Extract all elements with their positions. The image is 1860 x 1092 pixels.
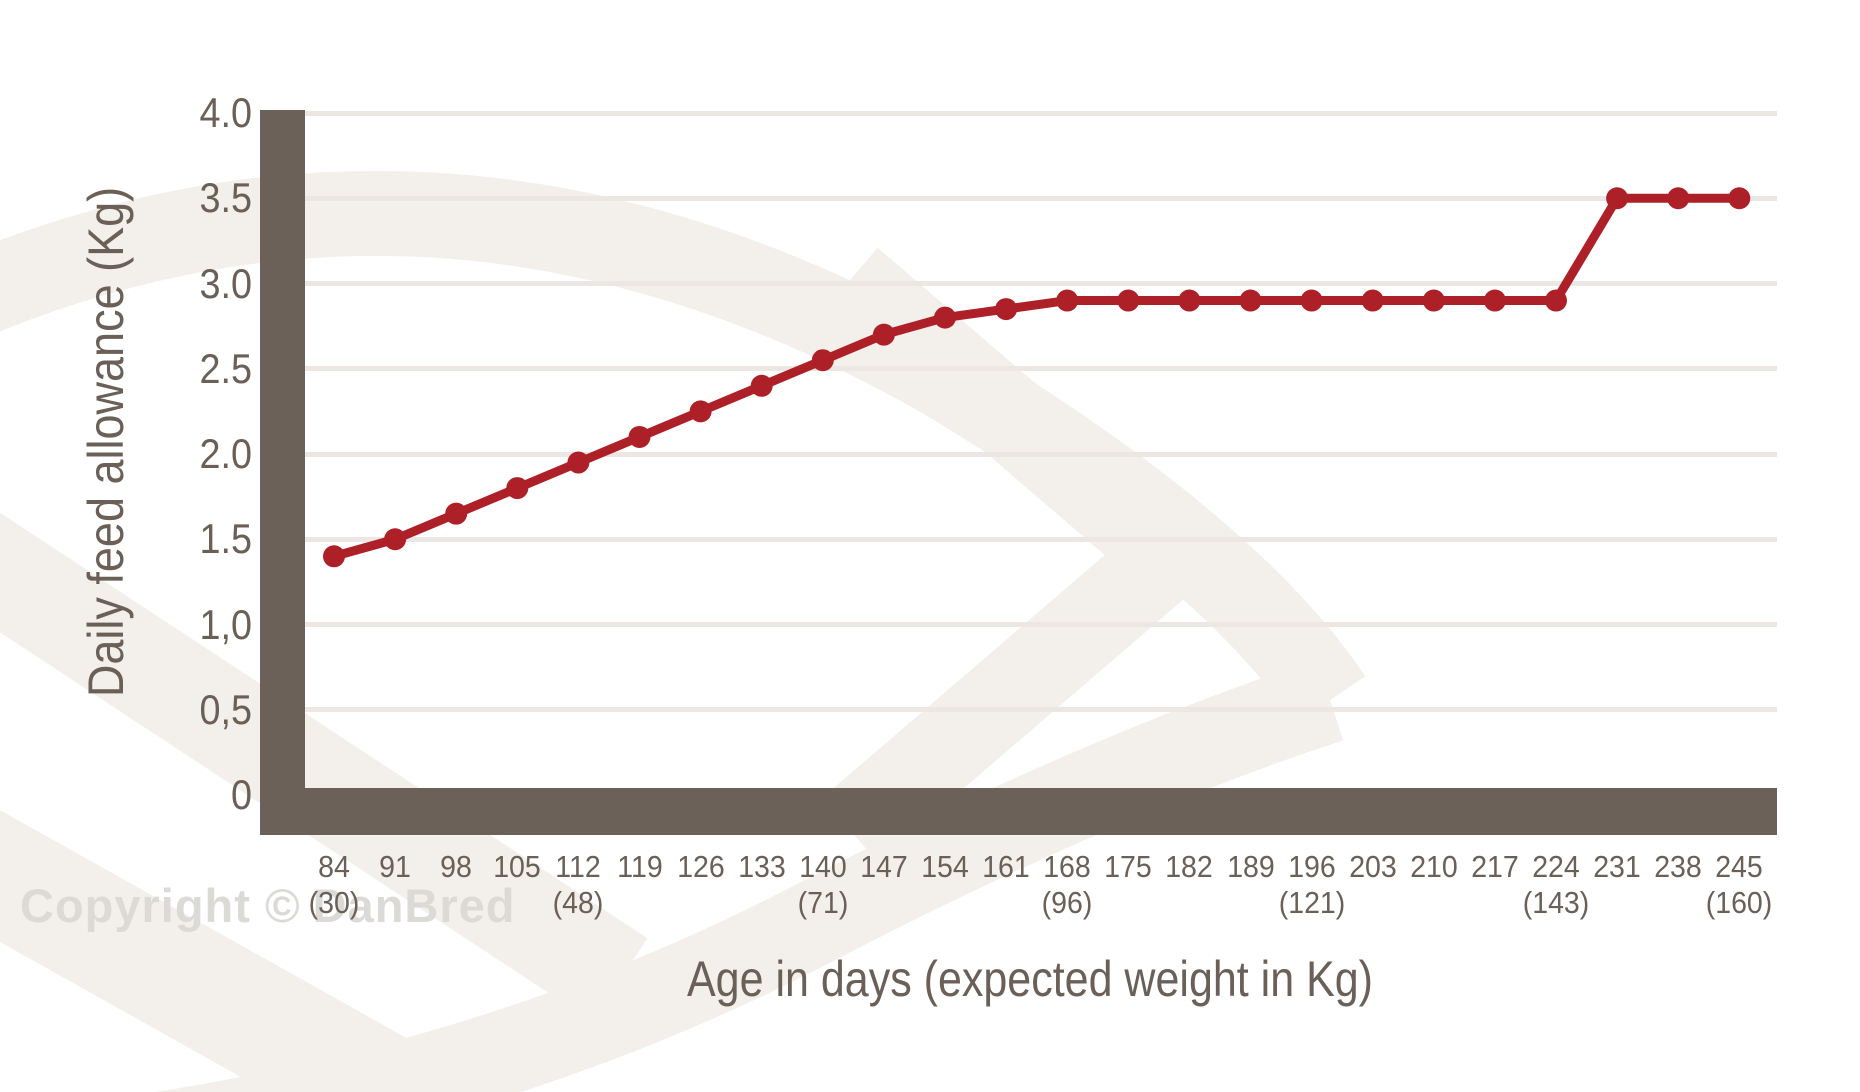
data-point-marker	[872, 323, 895, 346]
x-tick-day-label: 203	[1348, 849, 1397, 884]
gridline-1.5	[305, 536, 1777, 542]
x-tick-day-label: 217	[1471, 849, 1519, 884]
x-axis-title: Age in days (expected weight in Kg)	[686, 951, 1374, 1007]
x-axis-bar	[260, 788, 1777, 835]
y-tick-label: 2.0	[199, 430, 252, 477]
copyright-brand: DanBred	[312, 879, 516, 932]
y-tick-label: 3.0	[199, 259, 252, 307]
data-point-marker	[811, 349, 834, 372]
x-tick-weight-label: (30)	[308, 885, 360, 920]
x-tick-day-label: 112	[555, 849, 602, 884]
data-point-marker	[1361, 289, 1384, 312]
data-point-marker	[628, 425, 651, 448]
x-tick-day-label: 168	[1043, 849, 1091, 884]
x-tick-weight-label: (160)	[1706, 885, 1773, 920]
data-point-marker	[1178, 289, 1201, 312]
x-tick-day-label: 119	[616, 849, 663, 884]
y-tick-label: 0	[230, 771, 252, 818]
x-tick-day-label: 84	[318, 849, 350, 884]
x-tick-weight-label: (143)	[1522, 885, 1590, 920]
data-point-marker	[1117, 289, 1140, 312]
data-point-marker	[1667, 187, 1690, 210]
data-point-marker	[1483, 289, 1506, 312]
data-point-marker	[750, 374, 773, 397]
x-tick-weight-label: (48)	[553, 885, 604, 920]
data-point-marker	[384, 528, 407, 551]
data-point-marker	[1422, 289, 1445, 312]
data-point-marker	[1545, 289, 1567, 312]
data-point-marker	[995, 298, 1018, 321]
data-point-marker	[1239, 289, 1262, 312]
y-tick-label: 0,5	[199, 685, 252, 733]
y-tick-label: 3.5	[199, 174, 252, 222]
data-point-marker	[1606, 187, 1629, 210]
data-point-marker	[445, 502, 468, 525]
gridline-3.0	[305, 281, 1777, 286]
y-tick-label: 1,0	[199, 600, 252, 648]
gridline-2.5	[305, 366, 1777, 372]
x-tick-day-label: 210	[1409, 849, 1458, 884]
series-line	[332, 193, 1740, 561]
copyright-watermark: Copyright © DanBred	[20, 878, 515, 934]
x-tick-day-label: 196	[1287, 849, 1336, 884]
y-tick-label: 4.0	[199, 89, 252, 136]
x-tick-weight-label: (96)	[1041, 885, 1093, 920]
data-point-marker	[506, 477, 529, 500]
y-axis-title: Daily feed allowance (Kg)	[78, 186, 134, 698]
gridline-4.0	[305, 110, 1777, 116]
copyright-text: Copyright ©	[20, 879, 301, 932]
data-point-marker	[323, 545, 345, 568]
x-tick-day-label: 98	[440, 849, 473, 884]
x-tick-day-label: 224	[1532, 849, 1580, 884]
data-point-marker	[567, 451, 590, 474]
gridline-2.0	[305, 451, 1777, 457]
data-point-marker	[1300, 289, 1323, 312]
x-tick-weight-label: (121)	[1278, 885, 1345, 920]
x-tick-day-label: 175	[1104, 849, 1153, 884]
x-tick-day-label: 140	[798, 849, 847, 884]
x-tick-day-label: 133	[737, 849, 786, 884]
gridline-1,0	[305, 622, 1777, 627]
x-tick-day-label: 238	[1654, 849, 1702, 884]
x-tick-weight-label: (71)	[797, 885, 849, 920]
x-tick-day-label: 105	[493, 849, 542, 884]
x-tick-day-label: 126	[676, 849, 725, 884]
y-tick-label: 1.5	[199, 515, 252, 563]
gridline-3.5	[305, 195, 1777, 201]
x-tick-day-label: 91	[379, 849, 411, 884]
x-tick-day-label: 245	[1715, 849, 1764, 884]
data-point-marker	[934, 306, 956, 329]
data-point-marker	[1728, 187, 1751, 210]
x-tick-day-label: 161	[982, 849, 1030, 884]
x-tick-day-label: 231	[1593, 849, 1641, 884]
data-point-marker	[689, 400, 712, 423]
x-tick-day-label: 189	[1226, 849, 1275, 884]
gridline-0,5	[305, 707, 1777, 713]
y-tick-label: 2.5	[199, 344, 252, 392]
data-point-marker	[1056, 289, 1079, 312]
x-tick-day-label: 147	[860, 849, 908, 884]
x-tick-day-label: 154	[921, 849, 969, 884]
x-tick-day-label: 182	[1165, 849, 1214, 884]
y-axis-bar	[260, 110, 305, 835]
